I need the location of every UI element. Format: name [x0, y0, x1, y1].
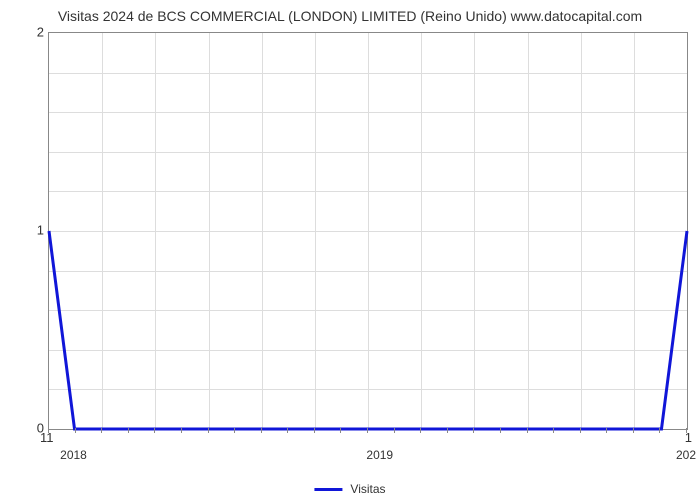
xtick-label: 202 [676, 448, 696, 462]
chart-container: Visitas 2024 de BCS COMMERCIAL (LONDON) … [0, 0, 700, 500]
plot-area [48, 32, 688, 430]
corner-label-bottom-left: 11 [40, 430, 54, 445]
ytick-label: 2 [14, 25, 44, 40]
corner-label-bottom-right: 1 [685, 430, 692, 445]
legend-swatch [314, 488, 342, 491]
line-series [49, 33, 687, 429]
xtick-label: 2018 [60, 448, 87, 462]
legend: Visitas [314, 482, 385, 496]
legend-label: Visitas [350, 482, 385, 496]
xtick-label: 2019 [366, 448, 393, 462]
chart-title: Visitas 2024 de BCS COMMERCIAL (LONDON) … [0, 0, 700, 32]
ytick-label: 1 [14, 223, 44, 238]
